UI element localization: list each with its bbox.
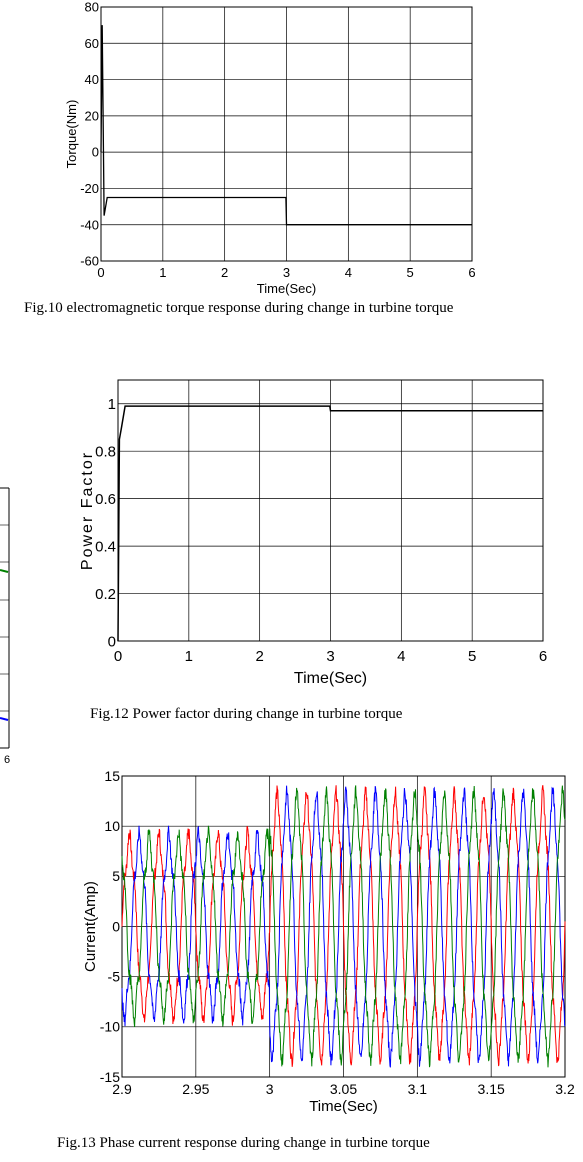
y-axis-label: Power Factor	[79, 451, 96, 570]
x-tick-label: 2.95	[182, 1081, 209, 1097]
y-tick-label: 0.2	[95, 586, 116, 603]
plot-frame	[117, 379, 544, 642]
y-tick-label: -15	[100, 1069, 120, 1085]
x-tick-label: 3.05	[330, 1081, 357, 1097]
y-tick-label: -5	[108, 969, 121, 985]
x-tick-label: 4	[345, 265, 352, 280]
phase-current-series-line	[121, 785, 566, 1068]
y-tick-label: -20	[80, 181, 99, 196]
y-tick-label: 0	[108, 633, 116, 650]
y-tick-label: 0.6	[95, 491, 116, 508]
y-tick-label: -10	[100, 1019, 120, 1035]
x-tick-label: 3.2	[555, 1081, 575, 1097]
y-tick-label: -60	[80, 254, 99, 269]
x-tick-label: 2.9	[112, 1081, 132, 1097]
y-tick-label: 1	[108, 396, 116, 413]
fig12-caption: Fig.12 Power factor during change in tur…	[90, 706, 403, 722]
x-tick-label: 3	[326, 648, 334, 665]
fragment-green-trace	[0, 569, 9, 573]
fragment-blue-trace	[0, 717, 9, 721]
phase-current-chart: 2.9 2.95 3 3.05 3.1 3.15 3.2 -15 -10 -5 0 5 10 15 Time…	[82, 768, 575, 1115]
y-tick-label: 20	[85, 108, 99, 123]
y-tick-label: 15	[104, 768, 120, 784]
x-tick-label: 3	[283, 265, 290, 280]
x-axis-label: Time(Sec)	[309, 1098, 378, 1115]
x-tick-label: 0	[114, 648, 122, 665]
x-tick-label: 1	[159, 265, 166, 280]
fragment-tick-label: 6	[4, 754, 10, 766]
y-axis-label: Torque(Nm)	[64, 100, 79, 169]
y-tick-label: 80	[85, 0, 99, 15]
x-tick-label: 3.1	[408, 1081, 428, 1097]
x-axis-label: Time(Sec)	[294, 670, 367, 687]
y-tick-label: 10	[104, 818, 120, 834]
x-tick-label: 4	[397, 648, 405, 665]
y-axis-label: Current(Amp)	[82, 881, 99, 972]
y-tick-label: 0	[92, 145, 99, 160]
y-tick-label: -40	[80, 217, 99, 232]
torque-series-line	[100, 25, 472, 226]
y-tick-label: 60	[85, 36, 99, 51]
torque-chart: 0 1 2 3 4 5 6 -60 -40 -20 0 20 40 60 80 Time(Sec) Torque…	[64, 0, 476, 296]
x-axis-label: Time(Sec)	[257, 281, 316, 296]
x-tick-label: 5	[468, 648, 476, 665]
x-tick-label: 5	[407, 265, 414, 280]
x-tick-label: 3.15	[478, 1081, 505, 1097]
x-tick-label: 1	[185, 648, 193, 665]
phase-current-series-line	[121, 785, 566, 1068]
phase-current-series-line	[121, 785, 566, 1067]
y-tick-label: 0.4	[95, 538, 116, 555]
x-tick-label: 0	[97, 265, 104, 280]
x-tick-label: 2	[255, 648, 263, 665]
power-factor-series-line	[117, 405, 543, 642]
x-tick-label: 3	[266, 1081, 274, 1097]
x-tick-label: 6	[539, 648, 547, 665]
x-tick-label: 2	[221, 265, 228, 280]
y-tick-label: 40	[85, 72, 99, 87]
cropped-neighbour-chart: 6	[0, 487, 10, 766]
x-tick-label: 6	[468, 265, 475, 280]
power-factor-chart: 0 1 2 3 4 5 6 0 0.2 0.4 0.6 0.8 1 Time(Sec) Power Fact…	[79, 379, 547, 687]
y-tick-label: 5	[112, 868, 120, 884]
y-tick-label: 0.8	[95, 443, 116, 460]
fig10-caption: Fig.10 electromagnetic torque response d…	[24, 300, 454, 316]
fig13-caption: Fig.13 Phase current response during cha…	[57, 1135, 430, 1151]
y-tick-label: 0	[112, 918, 120, 934]
